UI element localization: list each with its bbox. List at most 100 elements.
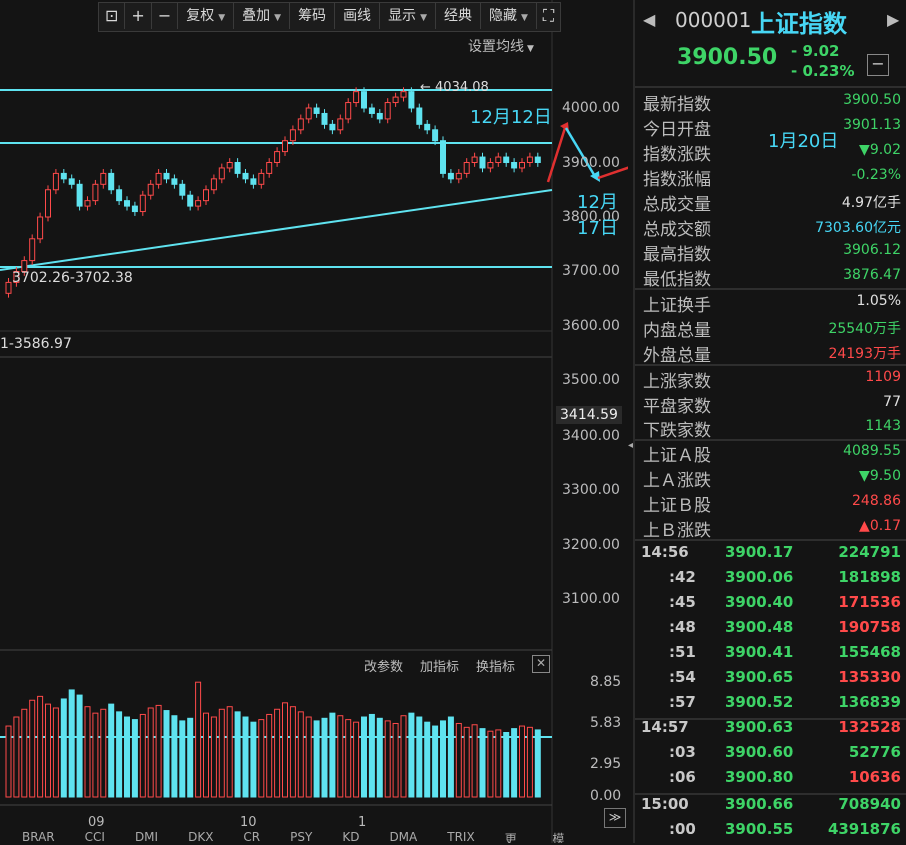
candle-body xyxy=(463,162,470,174)
tick-time: 15:00 xyxy=(641,795,689,813)
scroll-right-icon[interactable]: ≫ xyxy=(604,808,626,828)
tick-time: :06 xyxy=(669,768,696,786)
tab-more[interactable]: 更多 xyxy=(504,832,517,843)
kline-chart-pane[interactable]: ⊡ + − 复权 ▼ 叠加 ▼ 筹码 画线 显示 ▼ 经典 隐藏 ▼ ⛶ 设置均线 ▼ ←… xyxy=(0,0,628,843)
volume-bar xyxy=(187,717,194,798)
stat-label: 上证Ａ股 xyxy=(643,446,711,466)
annotation-jan20: 1月20日 xyxy=(768,131,839,152)
tab-cr[interactable]: CR xyxy=(243,830,261,843)
candle-body xyxy=(282,140,288,153)
tick-separator xyxy=(635,793,906,795)
candle-body xyxy=(479,156,486,169)
zoom-in-button[interactable]: + xyxy=(125,3,152,29)
volume-bar xyxy=(147,707,154,798)
volume-bar xyxy=(242,716,249,798)
kline-svg[interactable] xyxy=(0,0,628,843)
tab-kd[interactable]: KD xyxy=(342,830,360,843)
volume-bar xyxy=(5,725,12,798)
chips-button[interactable]: 筹码 xyxy=(290,3,336,29)
volume-bar xyxy=(511,728,518,798)
adjust-rights-button[interactable]: 复权 ▼ xyxy=(178,3,235,29)
y-axis-3200: 3200.00 xyxy=(562,537,620,553)
candle-body xyxy=(368,107,375,114)
close-indicator-icon[interactable]: ✕ xyxy=(532,655,550,673)
stat-label: 指数涨幅 xyxy=(643,170,711,190)
candle-body xyxy=(384,102,391,120)
y-axis-3800: 3800.00 xyxy=(562,209,620,225)
vol-axis-low: 2.95 xyxy=(590,756,622,772)
volume-bar xyxy=(124,716,130,798)
volume-bar xyxy=(289,706,296,798)
ma-setting-button[interactable]: 设置均线 ▼ xyxy=(468,39,534,55)
collapse-panel-icon[interactable]: ◀ xyxy=(628,440,636,451)
edit-params-button[interactable]: 改参数 xyxy=(364,660,404,675)
tab-dmi[interactable]: DMI xyxy=(134,830,159,843)
stat-row: 今日开盘 3901.13 xyxy=(643,115,901,140)
arrow-dec17 xyxy=(564,127,598,179)
last-price: 3900.50 xyxy=(677,45,778,70)
stat-row: 平盘家数 77 xyxy=(643,392,901,417)
stat-label: 总成交额 xyxy=(643,220,711,240)
lock-icon[interactable]: ⊡ xyxy=(99,3,126,29)
candle-body xyxy=(519,162,525,169)
zoom-out-button[interactable]: − xyxy=(152,3,179,29)
high-price-label: ← 4034.08 xyxy=(420,80,489,95)
x-label-10: 10 xyxy=(240,815,257,830)
stat-row: 内盘总量 25540万手 xyxy=(643,316,901,341)
candle-body xyxy=(503,156,510,164)
tab-dma[interactable]: DMA xyxy=(389,830,418,843)
fullscreen-icon[interactable]: ⛶ xyxy=(542,6,555,25)
minimize-icon[interactable]: − xyxy=(867,54,889,76)
tab-trix[interactable]: TRIX xyxy=(447,830,475,843)
switch-indicator-button[interactable]: 换指标 xyxy=(476,660,516,675)
volume-bar xyxy=(60,698,67,798)
x-label-09: 09 xyxy=(88,815,105,830)
candle-body xyxy=(361,91,367,109)
tick-price: 3900.06 xyxy=(725,568,794,586)
annotation-dec12: 12月12日 xyxy=(470,107,552,128)
stat-row: 外盘总量 24193万手 xyxy=(643,341,901,366)
display-button[interactable]: 显示 ▼ xyxy=(380,3,436,29)
tab-dkx[interactable]: DKX xyxy=(188,830,214,843)
volume-bars-group xyxy=(5,681,541,798)
tick-row: 14:56 3900.17 224791 xyxy=(641,543,901,568)
volume-bar xyxy=(100,708,107,798)
tab-cci[interactable]: CCI xyxy=(84,830,105,843)
stat-value: 1.05% xyxy=(856,293,901,309)
draw-line-button[interactable]: 画线 xyxy=(335,3,381,29)
tick-volume: 171536 xyxy=(838,593,901,611)
hide-button[interactable]: 隐藏 ▼ xyxy=(481,3,537,29)
tick-volume: 136839 xyxy=(838,693,901,711)
candle-body xyxy=(139,194,146,213)
candle-body xyxy=(5,281,12,294)
stat-row: 总成交量 4.97亿手 xyxy=(643,190,901,215)
add-indicator-button[interactable]: 加指标 xyxy=(420,660,460,675)
stat-row: 上Ａ涨跌 ▼9.50 xyxy=(643,466,901,491)
stock-code: 000001 xyxy=(675,8,752,32)
tick-row: :57 3900.52 136839 xyxy=(641,693,901,718)
volume-bar xyxy=(45,703,51,798)
tick-price: 3900.52 xyxy=(725,693,794,711)
y-axis-3600: 3600.00 xyxy=(562,318,620,334)
tab-psy[interactable]: PSY xyxy=(290,830,313,843)
candle-body xyxy=(171,178,178,185)
candle-body xyxy=(329,123,336,131)
stat-row: 下跌家数 1143 xyxy=(643,416,901,441)
volume-bar xyxy=(305,716,312,798)
tick-price: 3900.55 xyxy=(725,820,794,838)
candle-body xyxy=(471,156,478,164)
candle-body xyxy=(526,156,533,164)
classic-button[interactable]: 经典 xyxy=(436,3,481,29)
candle-body xyxy=(52,172,59,191)
candle-body xyxy=(68,178,75,185)
next-stock-icon[interactable]: ▶ xyxy=(887,10,900,29)
tick-price: 3900.63 xyxy=(725,718,794,736)
overlay-button[interactable]: 叠加 ▼ xyxy=(234,3,291,29)
tab-template[interactable]: 模板 xyxy=(552,832,565,843)
stat-row: 上Ｂ涨跌 ▲0.17 xyxy=(643,516,901,541)
prev-stock-icon[interactable]: ◀ xyxy=(643,10,656,29)
candle-body xyxy=(45,189,51,218)
tab-brar[interactable]: BRAR xyxy=(22,830,55,843)
candle-body xyxy=(455,172,462,180)
volume-bar xyxy=(392,722,399,798)
